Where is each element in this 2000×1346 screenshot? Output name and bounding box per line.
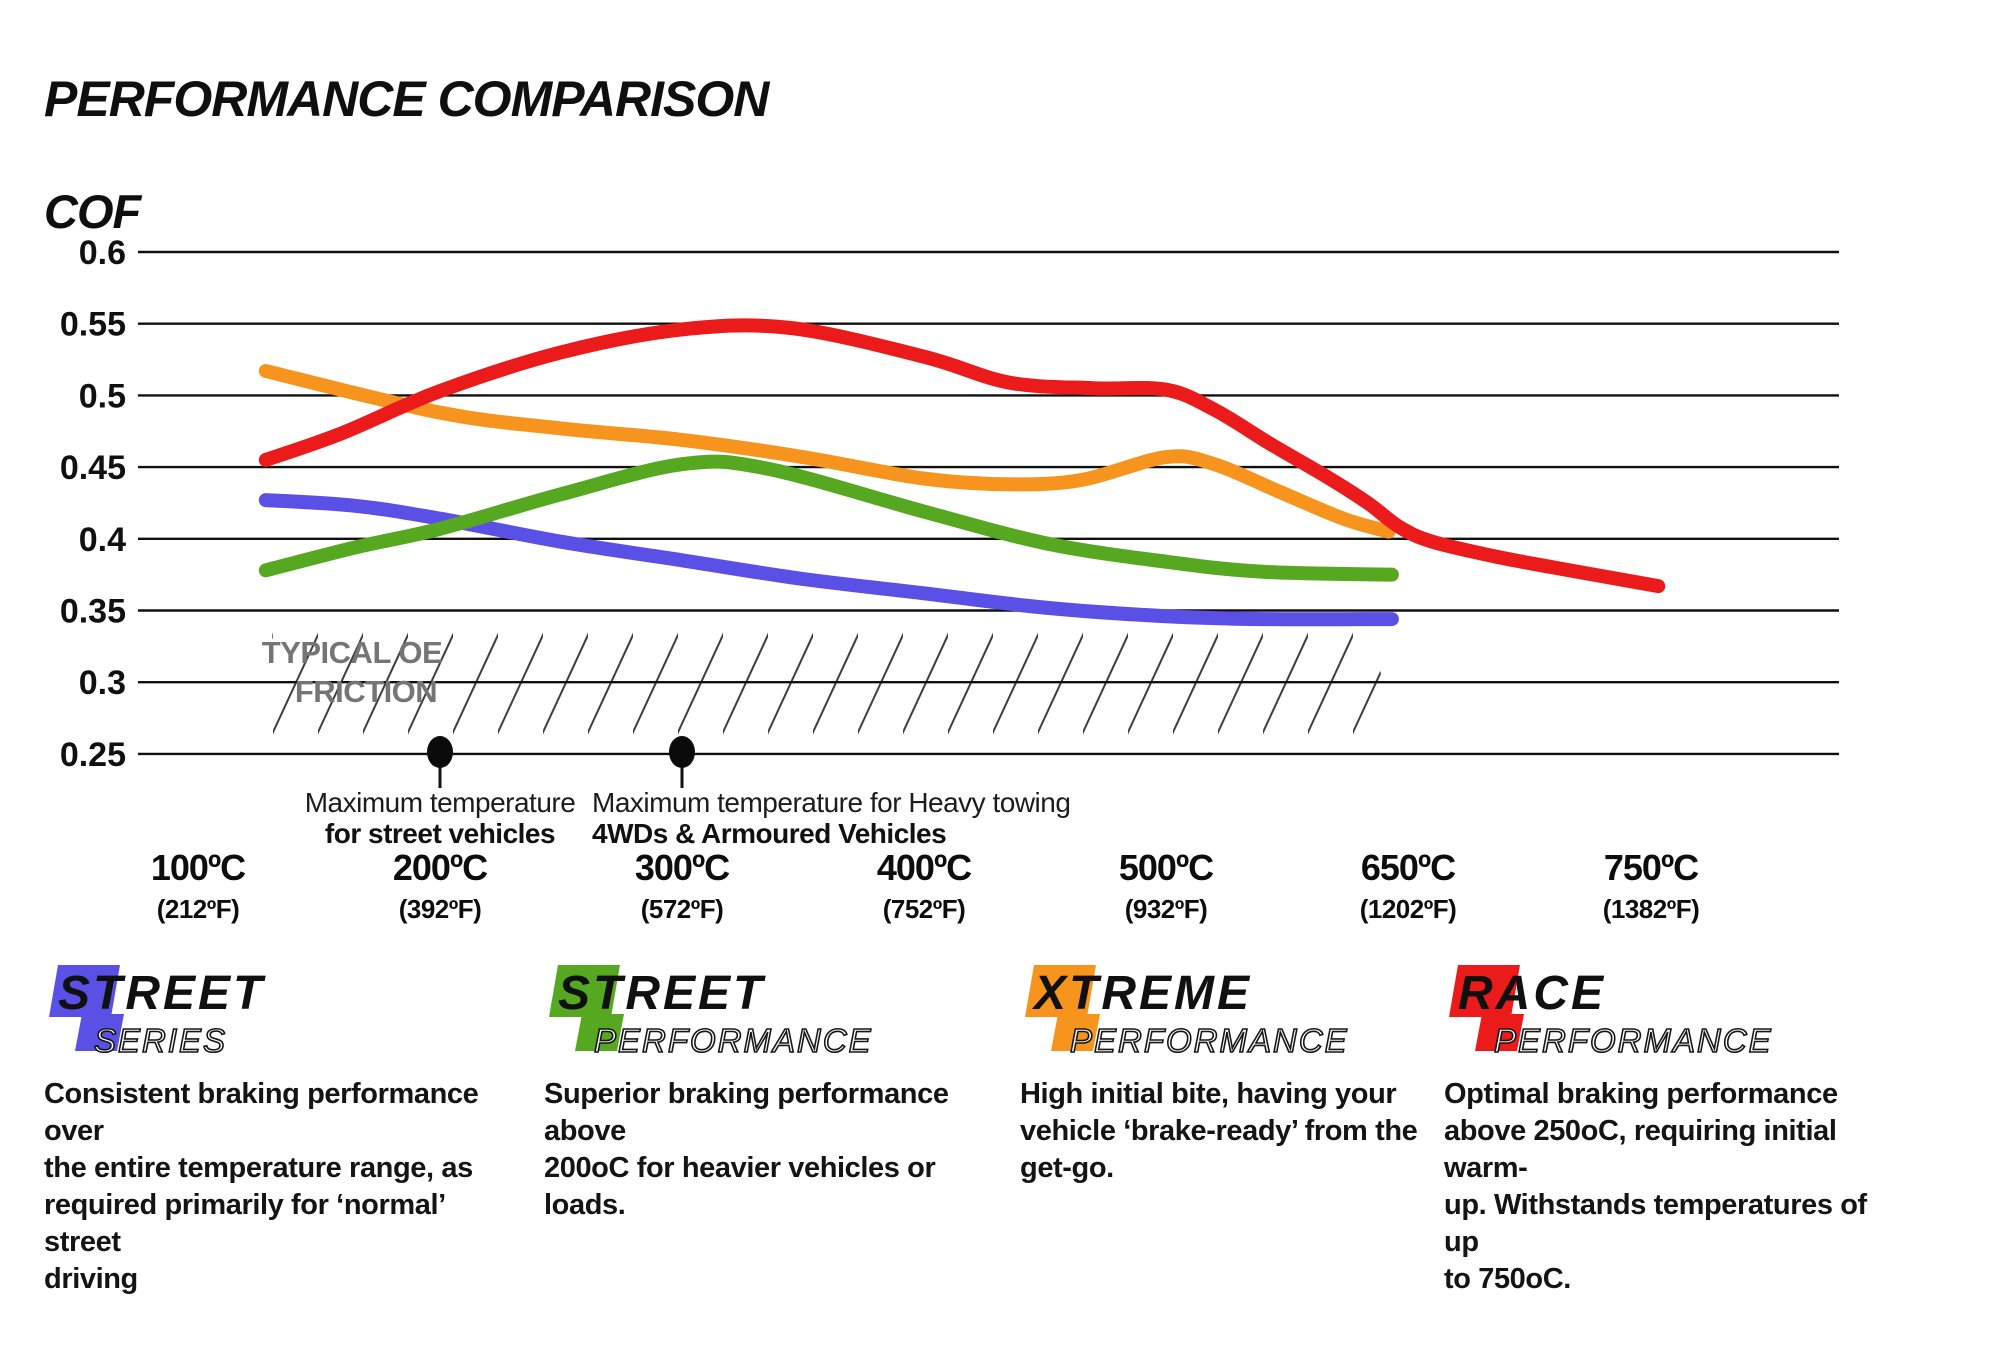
x-tick-sublabel: (752ºF) [883,894,966,924]
brand-tile-icon [1449,965,1520,1017]
street-performance-logo: STREET PERFORMANCE [549,965,873,1060]
brand-top-text: STREET [58,967,266,1020]
y-tick-label: 0.6 [79,234,126,272]
x-tick-sublabel: (572ºF) [641,894,724,924]
oe-band-label-line2: FRICTION [295,674,437,709]
annotation-text-line2: 4WDs & Armoured Vehicles [592,818,946,849]
race-performance-logo: RACE PERFORMANCE [1449,965,1773,1060]
x-tick-label: 200ºC [393,847,488,888]
legend-column-race-performance: RACE PERFORMANCE Optimal braking perform… [1444,962,1884,1298]
legend-description: Consistent braking performance over the … [44,1078,479,1295]
x-tick-label: 400ºC [877,847,972,888]
annotation-text-line1: Maximum temperature for Heavy towing [592,787,1070,818]
brand-tile-icon [549,965,620,1017]
legend-column-street-performance: STREET PERFORMANCE Superior braking perf… [544,962,1014,1224]
brand-tile-tab-icon [575,1014,624,1051]
x-tick-label: 300ºC [635,847,730,888]
brand-top-text: STREET [558,967,766,1020]
y-tick-label: 0.25 [60,736,126,774]
x-tick-label: 500ºC [1119,847,1214,888]
x-tick-sublabel: (212ºF) [157,894,240,924]
legend-column-street-series: STREET SERIES Consistent braking perform… [44,962,514,1298]
brand-tile-tab-icon [1475,1014,1524,1051]
brand-sub-text: PERFORMANCE [1494,1022,1773,1059]
x-tick-label: 650ºC [1361,847,1456,888]
curve-race-performance [258,318,1666,594]
annotation-text-line1: Maximum temperature [305,787,576,818]
y-tick-label: 0.5 [79,377,126,415]
y-tick-label: 0.35 [60,593,126,631]
y-tick-label: 0.3 [79,664,126,702]
x-tick-sublabel: (392ºF) [399,894,482,924]
legend-description: High initial bite, having your vehicle ‘… [1020,1078,1418,1184]
legend-description: Superior braking performance above 200oC… [544,1078,949,1221]
performance-chart: 0.6 0.55 0.5 0.45 0.4 0.35 0.3 0.25 TYPICAL OE FR… [60,234,1839,924]
x-tick-sublabel: (1202ºF) [1360,894,1457,924]
brand-tile-icon [49,965,120,1017]
curve-street-series [258,493,1399,627]
x-tick-sublabel: (1382ºF) [1603,894,1700,924]
curve-street-performance [258,454,1399,582]
brand-tile-icon [1025,965,1096,1017]
legend-column-xtreme-performance: XTREME PERFORMANCE High initial bite, ha… [1020,962,1460,1187]
page-title: PERFORMANCE COMPARISON [44,71,769,127]
brand-tile-tab-icon [1051,1014,1100,1051]
oe-band-label-line1: TYPICAL OE [262,635,442,670]
brand-top-text: XTREME [1031,967,1252,1020]
street-series-logo: STREET SERIES [49,965,266,1060]
brand-sub-text: PERFORMANCE [594,1022,873,1059]
brand-tile-tab-icon [75,1014,124,1051]
y-tick-label: 0.4 [79,521,126,559]
y-tick-label: 0.55 [60,306,126,344]
brand-sub-text: PERFORMANCE [1070,1022,1349,1059]
brand-top-text: RACE [1458,967,1606,1020]
legend-description: Optimal braking performance above 250oC,… [1444,1078,1867,1295]
y-axis-title: COF [44,185,141,238]
x-tick-label: 100ºC [151,847,246,888]
annotation-dot [427,736,453,768]
annotation-text-line2: for street vehicles [325,818,555,849]
xtreme-performance-logo: XTREME PERFORMANCE [1025,965,1349,1060]
annotation-dot [669,736,695,768]
x-tick-sublabel: (932ºF) [1125,894,1208,924]
x-tick-label: 750ºC [1604,847,1699,888]
y-tick-label: 0.45 [60,449,126,487]
curve-xtreme-performance [258,364,1396,539]
brand-sub-text: SERIES [94,1022,227,1059]
